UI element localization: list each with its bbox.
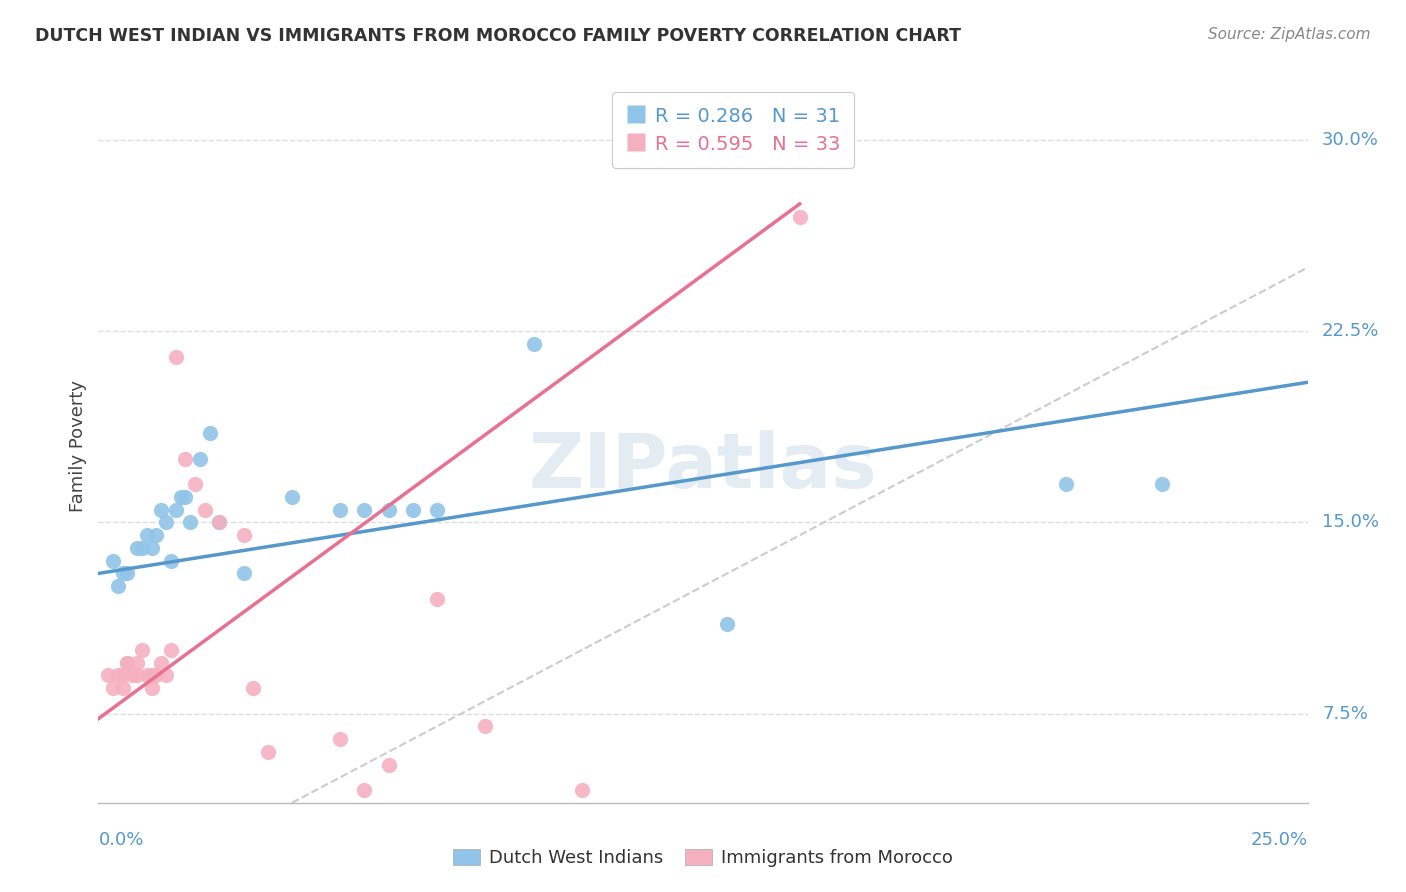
- Text: DUTCH WEST INDIAN VS IMMIGRANTS FROM MOROCCO FAMILY POVERTY CORRELATION CHART: DUTCH WEST INDIAN VS IMMIGRANTS FROM MOR…: [35, 27, 962, 45]
- Point: [256, 745, 278, 759]
- Point: [198, 426, 221, 441]
- Point: [169, 490, 191, 504]
- Point: [150, 656, 173, 670]
- Point: [155, 668, 177, 682]
- Text: 15.0%: 15.0%: [1322, 514, 1379, 532]
- Point: [194, 502, 217, 516]
- Y-axis label: Family Poverty: Family Poverty: [69, 380, 87, 512]
- Point: [127, 656, 149, 670]
- Point: [179, 516, 201, 530]
- Text: 30.0%: 30.0%: [1322, 131, 1379, 149]
- Point: [145, 668, 167, 682]
- Text: Source: ZipAtlas.com: Source: ZipAtlas.com: [1208, 27, 1371, 42]
- Point: [232, 528, 254, 542]
- Point: [101, 681, 124, 695]
- Point: [426, 591, 449, 606]
- Point: [160, 643, 183, 657]
- Text: 0.0%: 0.0%: [98, 831, 143, 849]
- Point: [117, 656, 139, 670]
- Text: 7.5%: 7.5%: [1322, 705, 1368, 723]
- Point: [165, 350, 187, 364]
- Text: ZIPatlas: ZIPatlas: [529, 431, 877, 504]
- Point: [353, 502, 375, 516]
- Point: [353, 783, 375, 797]
- Point: [242, 681, 264, 695]
- Point: [402, 502, 425, 516]
- Point: [174, 451, 197, 466]
- Point: [131, 541, 153, 555]
- Point: [232, 566, 254, 581]
- Point: [141, 681, 163, 695]
- Point: [97, 668, 120, 682]
- Point: [135, 528, 157, 542]
- Point: [160, 554, 183, 568]
- Point: [107, 579, 129, 593]
- Point: [1152, 477, 1174, 491]
- Point: [117, 656, 139, 670]
- Point: [184, 477, 207, 491]
- Point: [716, 617, 738, 632]
- Point: [174, 490, 197, 504]
- Point: [127, 541, 149, 555]
- Point: [188, 451, 211, 466]
- Point: [141, 541, 163, 555]
- Point: [150, 502, 173, 516]
- Point: [111, 668, 134, 682]
- Point: [165, 502, 187, 516]
- Point: [377, 502, 399, 516]
- Point: [474, 719, 496, 733]
- Point: [329, 732, 352, 747]
- Point: [131, 643, 153, 657]
- Text: 25.0%: 25.0%: [1250, 831, 1308, 849]
- Point: [117, 566, 139, 581]
- Point: [135, 668, 157, 682]
- Point: [208, 516, 231, 530]
- Point: [121, 668, 143, 682]
- Point: [208, 516, 231, 530]
- Point: [111, 681, 134, 695]
- Point: [155, 516, 177, 530]
- Point: [101, 554, 124, 568]
- Point: [1054, 477, 1077, 491]
- Point: [127, 668, 149, 682]
- Point: [145, 528, 167, 542]
- Point: [619, 133, 641, 147]
- Point: [111, 566, 134, 581]
- Point: [523, 337, 546, 351]
- Point: [281, 490, 304, 504]
- Point: [377, 757, 399, 772]
- Legend: Dutch West Indians, Immigrants from Morocco: Dutch West Indians, Immigrants from Moro…: [444, 839, 962, 876]
- Point: [329, 502, 352, 516]
- Point: [141, 668, 163, 682]
- Point: [789, 210, 811, 224]
- Point: [571, 783, 593, 797]
- Point: [107, 668, 129, 682]
- Text: 22.5%: 22.5%: [1322, 322, 1379, 341]
- Point: [426, 502, 449, 516]
